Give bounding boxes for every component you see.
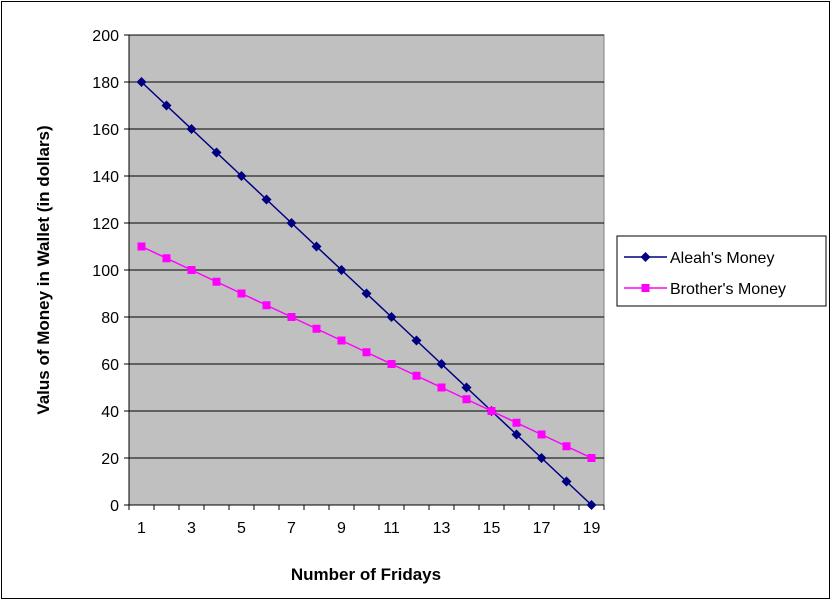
y-tick-label: 60	[101, 357, 119, 374]
data-point	[137, 242, 146, 251]
y-tick-label: 80	[101, 310, 119, 327]
y-tick-labels: 0 20 40 60 80 100 120 140 160 180 200	[92, 28, 129, 515]
data-point	[461, 382, 472, 393]
x-tick-label: 1	[137, 520, 146, 537]
data-point	[187, 266, 196, 274]
data-point	[362, 348, 371, 357]
data-point	[287, 313, 296, 321]
y-tick-label: 160	[92, 122, 119, 139]
data-point	[236, 171, 247, 181]
data-point	[537, 430, 546, 439]
data-point	[437, 383, 446, 392]
data-point	[562, 442, 571, 451]
data-point	[161, 100, 172, 111]
data-point	[261, 194, 272, 205]
legend: Aleah's Money Brother's Money	[616, 235, 827, 307]
y-tick-label: 20	[101, 451, 119, 468]
legend-label-aleah: Aleah's Money	[670, 250, 774, 267]
y-tick-label: 200	[92, 28, 119, 45]
data-point	[186, 124, 197, 134]
data-point	[462, 395, 471, 404]
data-point	[587, 454, 596, 462]
data-point	[212, 277, 221, 286]
x-tick-label: 19	[583, 520, 601, 537]
data-point	[386, 312, 397, 322]
data-point	[136, 77, 147, 87]
legend-label-brother: Brother's Money	[670, 281, 786, 298]
data-point	[511, 429, 522, 440]
data-point	[312, 324, 321, 333]
gridlines	[129, 34, 604, 459]
data-point	[487, 407, 496, 415]
data-point	[412, 371, 421, 380]
y-axis-title: Valus of Money in Wallet (in dollars)	[34, 125, 53, 414]
data-point	[337, 336, 346, 345]
data-point	[512, 418, 521, 427]
y-tick-label: 180	[92, 75, 119, 92]
legend-marker-brother	[641, 284, 650, 292]
data-point	[411, 335, 422, 346]
data-point	[286, 218, 297, 228]
x-tick-label: 9	[337, 520, 346, 537]
x-tick-label: 13	[433, 520, 451, 537]
y-tick-label: 100	[92, 263, 119, 280]
x-tick-label: 17	[533, 520, 551, 537]
series-layer	[136, 77, 597, 510]
y-tick-label: 0	[110, 498, 119, 515]
data-point	[536, 453, 547, 463]
legend-marker-aleah	[640, 252, 651, 262]
data-point	[387, 360, 396, 368]
x-tick-label: 5	[237, 520, 246, 537]
data-point	[262, 301, 271, 310]
data-point	[361, 288, 372, 299]
data-point	[162, 254, 171, 263]
x-tick-label: 11	[383, 520, 400, 537]
data-point	[211, 147, 222, 158]
y-tick-label: 140	[92, 169, 119, 186]
x-axis-title: Number of Fridays	[291, 565, 441, 584]
data-point	[586, 500, 597, 510]
x-tick-label: 7	[287, 520, 296, 537]
x-tick-label: 15	[483, 520, 501, 537]
data-point	[561, 476, 572, 487]
x-tick-label: 3	[187, 520, 196, 537]
y-tick-label: 120	[92, 216, 119, 233]
data-point	[237, 289, 246, 298]
data-point	[311, 241, 322, 252]
x-tick-labels: 1 3 5 7 9 11 13 15 17 19	[128, 505, 605, 537]
data-point	[336, 265, 347, 275]
y-tick-label: 40	[101, 404, 119, 421]
legend-box	[616, 235, 827, 307]
data-point	[436, 359, 447, 369]
